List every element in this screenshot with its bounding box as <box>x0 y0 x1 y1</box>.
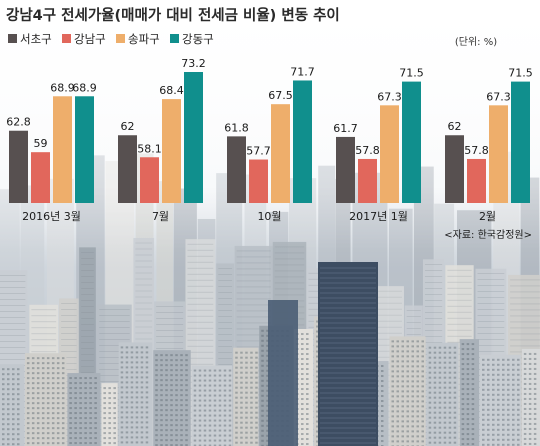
bar-5-1 <box>445 135 464 203</box>
category-label-1: 2016년 3월 <box>22 210 81 223</box>
value-label-2-4: 73.2 <box>181 57 206 70</box>
value-label-4-2: 57.8 <box>355 144 380 157</box>
bar-3-3 <box>271 104 290 203</box>
value-label-5-2: 57.8 <box>464 144 489 157</box>
value-label-1-4: 68.9 <box>72 81 97 94</box>
source-label: <자료: 한국감정원> <box>444 229 532 241</box>
legend: 서초구 강남구 송파구 강동구 <box>8 32 214 46</box>
bar-2-3 <box>162 99 181 203</box>
bar-3-4 <box>293 80 312 203</box>
value-label-2-3: 68.4 <box>159 84 184 97</box>
bar-2-2 <box>140 157 159 203</box>
legend-swatch-4 <box>170 34 179 43</box>
value-label-2-2: 58.1 <box>137 142 162 155</box>
category-label-5: 2월 <box>479 210 496 223</box>
category-label-2: 7월 <box>152 210 169 223</box>
bar-2-1 <box>118 135 137 203</box>
bar-3-1 <box>227 136 246 203</box>
unit-label: (단위: %) <box>455 35 497 48</box>
legend-swatch-2 <box>62 34 71 43</box>
bar-3-2 <box>249 159 268 203</box>
value-label-1-3: 68.9 <box>50 81 75 94</box>
bar-2-4 <box>184 72 203 203</box>
legend-label-1: 서초구 <box>20 32 52 46</box>
value-label-3-2: 57.7 <box>246 145 271 158</box>
bar-1-4 <box>75 96 94 203</box>
value-label-1-2: 59 <box>34 137 48 150</box>
value-label-3-1: 61.8 <box>224 121 249 134</box>
bar-5-4 <box>511 81 530 203</box>
bars <box>9 72 530 203</box>
bar-4-3 <box>380 105 399 203</box>
value-label-5-1: 62 <box>448 120 462 133</box>
bar-4-1 <box>336 136 355 203</box>
bar-1-3 <box>53 96 72 203</box>
legend-label-2: 강남구 <box>74 32 106 46</box>
value-label-4-1: 61.7 <box>333 122 358 135</box>
value-label-5-4: 71.5 <box>508 67 533 80</box>
legend-label-4: 강동구 <box>182 32 214 46</box>
value-label-1-1: 62.8 <box>6 116 31 129</box>
bar-5-2 <box>467 158 486 203</box>
bar-1-1 <box>9 130 28 203</box>
category-label-4: 2017년 1월 <box>349 210 408 223</box>
value-label-2-1: 62 <box>121 120 135 133</box>
bar-4-4 <box>402 81 421 203</box>
bar-1-2 <box>31 152 50 203</box>
legend-swatch-1 <box>8 34 17 43</box>
chart-title: 강남4구 전세가율(매매가 대비 전세금 비율) 변동 추이 <box>6 6 340 24</box>
bar-4-2 <box>358 158 377 203</box>
value-label-4-3: 67.3 <box>377 90 402 103</box>
category-labels: 2016년 3월 7월 10월 2017년 1월 2월 <box>22 210 496 223</box>
bar-5-3 <box>489 105 508 203</box>
legend-label-3: 송파구 <box>128 32 160 46</box>
value-label-4-4: 71.5 <box>399 67 424 80</box>
legend-swatch-3 <box>116 34 125 43</box>
value-labels: 62.85968.968.96258.168.473.261.857.767.5… <box>6 57 533 158</box>
value-label-5-3: 67.3 <box>486 90 511 103</box>
value-label-3-3: 67.5 <box>268 89 293 102</box>
value-label-3-4: 71.7 <box>290 65 315 78</box>
category-label-3: 10월 <box>257 210 281 223</box>
